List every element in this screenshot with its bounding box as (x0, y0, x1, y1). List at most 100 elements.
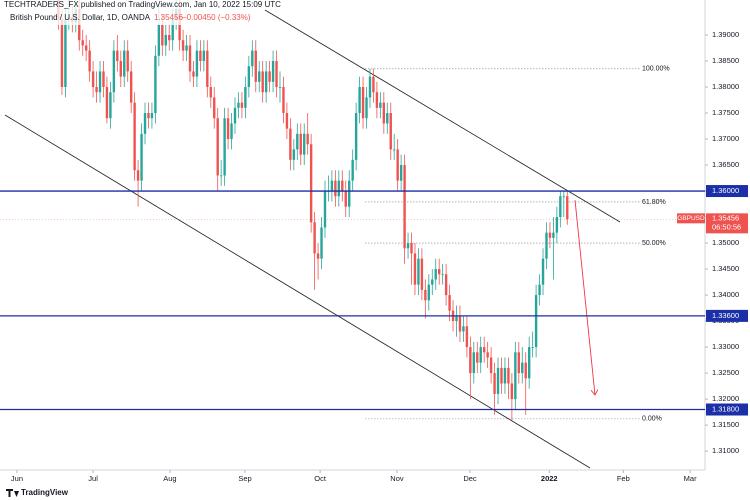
fib-label: 61.80% (642, 199, 666, 206)
published-line: TECHTRADERS_FX published on TradingView.… (4, 0, 281, 9)
candle-body (147, 113, 150, 119)
candle-body (313, 222, 316, 254)
y-tick-label: 1.36500 (712, 160, 739, 169)
candle-body (541, 258, 545, 285)
candle-body (413, 253, 417, 285)
candle-body (282, 87, 285, 114)
candle-body (150, 113, 154, 119)
candle-body (548, 232, 552, 238)
candle-body (521, 362, 524, 374)
candle-body (233, 107, 237, 124)
x-tick-label: Mar (684, 474, 697, 483)
candle-body (434, 269, 437, 280)
candle-body (444, 274, 448, 296)
candle-body (531, 347, 534, 348)
candle-body (237, 102, 240, 108)
candle-body (386, 113, 389, 124)
candle-body (206, 50, 209, 88)
candle-body (524, 362, 527, 379)
y-tick-label: 1.32500 (712, 368, 739, 377)
candle-body (164, 35, 167, 46)
x-tick-label: Jun (11, 474, 23, 483)
candle-body (341, 180, 344, 192)
x-tick-label: Sep (238, 474, 251, 483)
candle-body (230, 123, 233, 140)
candle-body (462, 326, 465, 332)
candle-body (396, 149, 399, 181)
candle-body (240, 102, 244, 108)
candle-body (555, 217, 559, 233)
candle-body (514, 352, 517, 400)
candle-body (292, 149, 296, 160)
candle-body (465, 326, 469, 348)
candle-body (244, 87, 247, 108)
candle-body (566, 196, 569, 220)
candle-body (261, 71, 264, 93)
x-tick-label: Dec (463, 474, 477, 483)
candle-body (489, 357, 493, 374)
candle-body (427, 284, 431, 301)
candle-body (372, 76, 375, 93)
plot-area (0, 0, 705, 469)
candle-body (410, 243, 413, 254)
y-tick-label: 1.34000 (712, 290, 739, 299)
candle-body (95, 87, 98, 93)
candle-body (289, 128, 292, 160)
candle-body (251, 50, 254, 67)
x-tick-label: Aug (163, 474, 176, 483)
candle-body (64, 19, 67, 88)
fib-label: 0.00% (642, 416, 662, 423)
candle-body (181, 40, 185, 51)
trend-line (264, 9, 621, 223)
candle-body (476, 352, 479, 363)
candle-body (195, 50, 199, 77)
candle-body (109, 92, 112, 119)
candle-body (455, 315, 458, 322)
candle-body (393, 149, 396, 151)
candle-body (458, 315, 462, 332)
level-tag (706, 185, 748, 198)
candle-body (469, 347, 472, 374)
candle-body (188, 45, 192, 72)
x-tick-label: Oct (314, 474, 327, 483)
candle-body (527, 347, 531, 379)
y-tick-label: 1.35000 (712, 238, 739, 247)
candle-body (389, 113, 392, 150)
candle-body (431, 279, 434, 285)
candle-body (119, 61, 122, 77)
logo-text: TradingView (21, 488, 69, 497)
candle-body (209, 87, 212, 98)
candle-body (216, 118, 219, 176)
candle-body (223, 118, 226, 176)
candle-body (199, 50, 202, 62)
candle-body (496, 367, 500, 394)
candle-body (472, 352, 476, 374)
candle-body (116, 50, 119, 62)
candle-body (268, 71, 271, 82)
candle-body (105, 87, 109, 119)
level-label: 1.33600 (712, 311, 739, 320)
candle-body (403, 165, 406, 249)
candle-body (417, 258, 420, 285)
candle-body (379, 102, 382, 108)
candle-body (479, 347, 482, 363)
candle-body (133, 102, 136, 171)
forecast-arrow (574, 199, 595, 395)
candle-body (441, 274, 444, 276)
candle-body (143, 113, 147, 134)
candle-body (278, 87, 282, 88)
candle-body (303, 133, 306, 155)
symbol-tag (677, 213, 705, 224)
symbol: British Pound / U.S. Dollar, 1D, OANDA (10, 13, 151, 22)
candle-body (275, 61, 278, 88)
x-tick-label: Nov (390, 474, 404, 483)
candle-body (323, 191, 327, 228)
candle-body (154, 55, 157, 114)
candle-body (493, 373, 496, 394)
candle-body (486, 352, 489, 358)
candle-body (503, 367, 507, 384)
y-tick-label: 1.33000 (712, 342, 739, 351)
candle-body (406, 243, 410, 249)
candle-body (482, 347, 486, 353)
